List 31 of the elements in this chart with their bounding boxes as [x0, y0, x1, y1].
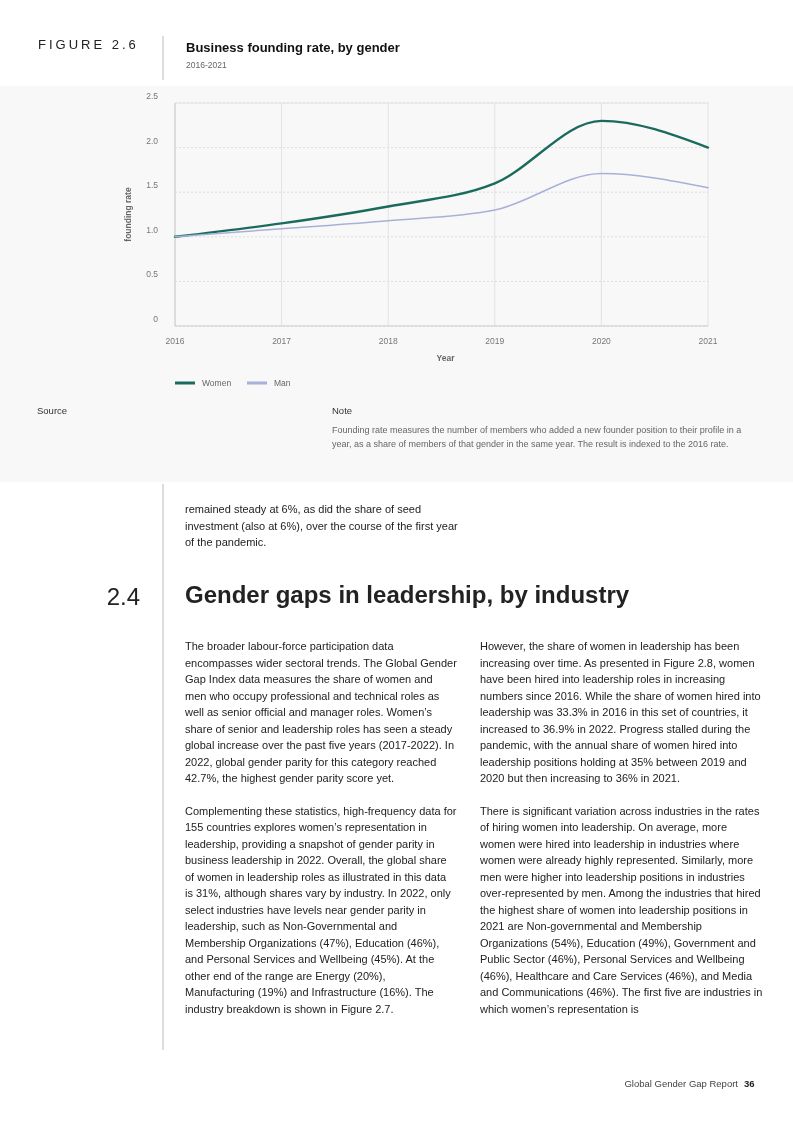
x-tick-label: 2019 [485, 336, 505, 346]
text: 2.4 [105, 583, 140, 611]
chart-subtitle: 2016-2021 [186, 60, 227, 70]
text: Complementing these statistics, high-frequency data for 155 countries explores women’s representation in leadership, providing a snapshot of gender parity in business leadership in 2022. Overall, the global share of women in leadership roles as illustrated in this data is 31%, although shares vary by industry. In 2022, only select industries have levels near gender parity in leadership, such as Non-Governmental and Membership Organizations (47%), Education (46%), and Personal Services and Wellbeing (45%). At the other end of the range are Energy (20%), Manufacturing (19%) and Infrastructure (16%). The industry breakdown is shown in Figure 2.7. [185, 804, 457, 1015]
x-tick-label: 2016 [165, 336, 185, 346]
y-tick-label: 1.5 [146, 180, 159, 191]
text: Note [332, 405, 354, 416]
x-tick-label: 2017 [272, 336, 292, 346]
text: Source [37, 405, 69, 416]
x-tick-label: 2020 [591, 336, 612, 346]
text: 36 [744, 1078, 756, 1089]
text: remained steady at 6%, as did the share of seed investment (also at 6%), over the course of the first year of the pandemic. [185, 502, 459, 550]
x-tick-label: 2021 [698, 336, 718, 346]
x-axis-title: Year [436, 353, 456, 363]
legend-label: Women [202, 378, 232, 388]
caption: FIGURE 2.6 [38, 37, 140, 52]
chart-title: Business founding rate, by gender [186, 40, 400, 55]
y-axis-title: founding rate [123, 187, 133, 242]
y-tick-label: 2.0 [146, 135, 159, 146]
y-tick-label: 0 [153, 314, 159, 324]
text: However, the share of women in leadership has been increasing over time. As presented in Figure 2.8, women have been hired into leadership roles in increasing numbers since 2016. While the share of women hired into leadership was 33.3% in 2016 in this set of countries, it increased to 36.9% in 2022. Progress stalled during the pandemic, with the annual share of women hired into leadership positions holding at 35% between 2019 and 2020 but then increasing to 36% in 2021. [480, 640, 761, 784]
y-tick-label: 1.0 [146, 224, 159, 235]
y-tick-label: 0.5 [146, 269, 159, 280]
text: Gender gaps in leadership, by industry [185, 581, 631, 609]
text: Founding rate measures the number of members who added a new founder position to their profile in a year, as a share of members of that gender in the same year. The result is indexed to the 2016 rate. [332, 424, 743, 451]
legend-label: Man [274, 378, 291, 388]
x-tick-label: 2018 [378, 336, 398, 346]
text: There is significant variation across industries in the rates of hiring women into leadership. On average, more women were hired into leadership in industries where women were already highly represented. Similarly, more men were higher into leadership positions in industries over-represented by men. Among the industries that hired the highest share of women into leadership positions in 2021 are Non-governmental and Membership Organizations (54%), Education (49%), Government and Public Sector (46%), Personal Services and Wellbeing (46%), Healthcare and Care Services (46%), and Media and Communications (46%). The first five are industries in which women’s representation is [480, 804, 763, 1015]
text: Global Gender Gap Report [623, 1078, 738, 1089]
text: The broader labour-force participation data encompasses wider sectoral trends. The Global Gender Gap Index data measures the share of women and men who occupy professional and technical roles as well as senior official and manager roles. Women’s share of senior and leadership roles has seen a steady global increase over the past five years (2017-2022). In 2022, global gender parity for this category reached 42.7%, the highest gender parity score yet. [185, 640, 457, 784]
y-tick-label: 2.5 [146, 91, 159, 101]
